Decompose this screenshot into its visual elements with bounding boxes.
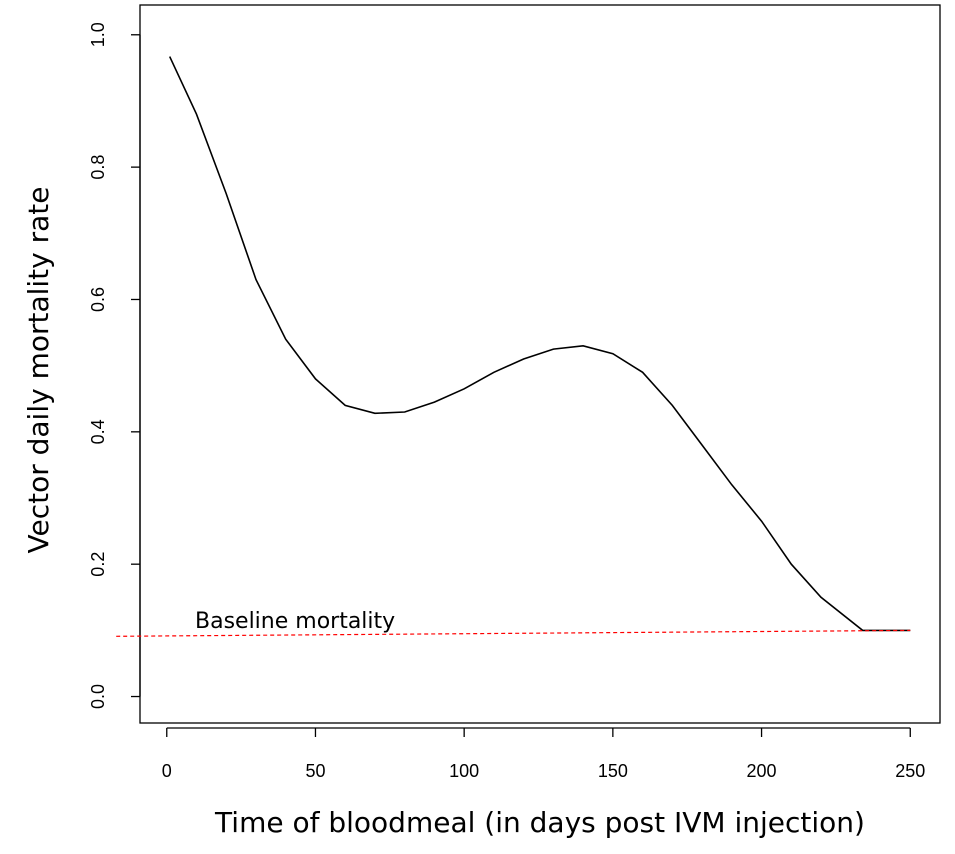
x-tick-label: 150 [598, 761, 628, 781]
x-axis-title: Time of bloodmeal (in days post IVM inje… [214, 806, 865, 839]
x-tick-label: 100 [449, 761, 479, 781]
y-tick-label: 0.6 [88, 287, 108, 312]
x-tick-label: 50 [305, 761, 325, 781]
x-tick-label: 250 [895, 761, 925, 781]
y-tick-label: 0.2 [88, 552, 108, 577]
annotation: Baseline mortality [195, 609, 395, 634]
y-tick-label: 0.0 [88, 684, 108, 709]
line-series [168, 56, 911, 632]
y-tick-label: 1.0 [88, 22, 108, 47]
y-tick-label: 0.8 [88, 155, 108, 180]
x-tick-label: 200 [747, 761, 777, 781]
line-series [116, 629, 911, 637]
x-tick-label: 0 [162, 761, 172, 781]
y-tick-label: 0.4 [88, 419, 108, 444]
y-axis-title: Vector daily mortality rate [22, 186, 55, 553]
